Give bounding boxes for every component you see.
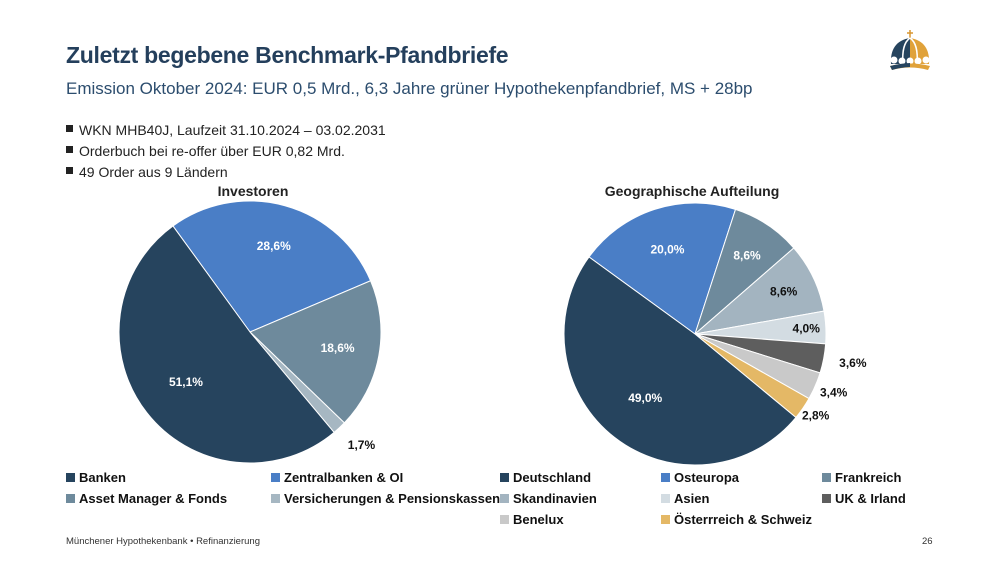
data-label: 1,7%: [348, 438, 376, 452]
legend-label: Deutschland: [513, 470, 592, 485]
bullet-square-icon: [66, 146, 73, 153]
legend-item: Skandinavien: [500, 491, 597, 506]
data-label: 8,6%: [733, 248, 761, 262]
data-label: 4,0%: [793, 321, 821, 335]
legend-label: Skandinavien: [513, 491, 597, 506]
pie-slice-deutschland: [563, 256, 797, 466]
footer-text: Münchener Hypothekenbank • Refinanzierun…: [66, 536, 260, 547]
legend-label: Zentralbanken & OI: [284, 470, 404, 485]
legend-label: Benelux: [513, 512, 564, 527]
bullet-item: Orderbuch bei re-offer über EUR 0,82 Mrd…: [66, 142, 386, 163]
legend-swatch: [500, 494, 509, 503]
data-label: 20,0%: [650, 242, 684, 256]
data-label: 49,0%: [628, 391, 662, 405]
bullet-square-icon: [66, 125, 73, 132]
data-label: 28,6%: [257, 239, 291, 253]
legend-item: Versicherungen & Pensionskassen: [271, 491, 500, 506]
bullet-text: 49 Order aus 9 Ländern: [79, 164, 228, 180]
page-number: 26: [922, 536, 933, 547]
data-label: 3,6%: [839, 356, 867, 370]
legend-item: UK & Irland: [822, 491, 906, 506]
legend-label: Österrreich & Schweiz: [674, 512, 812, 527]
legend-label: UK & Irland: [835, 491, 906, 506]
page-title: Zuletzt begebene Benchmark-Pfandbriefe: [66, 42, 509, 68]
pie-slice-zentralbanken-oi: [172, 200, 372, 333]
bullet-item: WKN MHB40J, Laufzeit 31.10.2024 – 03.02.…: [66, 121, 386, 142]
data-label: 51,1%: [169, 375, 203, 389]
data-label: 2,8%: [802, 409, 830, 423]
legend-item: Frankreich: [822, 470, 901, 485]
legend-label: Frankreich: [835, 470, 902, 485]
legend-swatch: [271, 473, 280, 482]
data-label: 3,4%: [820, 385, 848, 399]
legend-label: Osteuropa: [674, 470, 740, 485]
legend-swatch: [66, 494, 75, 503]
investors-chart-title: Investoren: [217, 183, 289, 199]
legend-item: Österrreich & Schweiz: [661, 512, 812, 527]
legend-item: Banken: [66, 470, 126, 485]
bullet-item: 49 Order aus 9 Ländern: [66, 163, 386, 184]
legend-item: Osteuropa: [661, 470, 739, 485]
geography-chart-title: Geographische Aufteilung: [604, 183, 780, 199]
legend-item: Zentralbanken & OI: [271, 470, 403, 485]
pie-slice-osteuropa: [588, 202, 737, 335]
legend-swatch: [271, 494, 280, 503]
bullet-list: WKN MHB40J, Laufzeit 31.10.2024 – 03.02.…: [66, 121, 386, 184]
bullet-text: Orderbuch bei re-offer über EUR 0,82 Mrd…: [79, 143, 345, 159]
legend-swatch: [500, 515, 509, 524]
legend-label: Versicherungen & Pensionskassen: [284, 491, 501, 506]
legend-swatch: [661, 494, 670, 503]
legend-swatch: [500, 473, 509, 482]
legend-item: Asset Manager & Fonds: [66, 491, 227, 506]
crown-logo-icon: [890, 30, 930, 70]
legend-label: Asien: [674, 491, 710, 506]
data-label: 8,6%: [770, 285, 798, 299]
legend-label: Asset Manager & Fonds: [79, 491, 228, 506]
legend-swatch: [822, 494, 831, 503]
bullet-text: WKN MHB40J, Laufzeit 31.10.2024 – 03.02.…: [79, 122, 386, 138]
data-label: 18,6%: [321, 341, 355, 355]
pie-slice-asset-manager-fonds: [249, 280, 382, 424]
pie-slice-banken: [118, 225, 335, 464]
legend-swatch: [66, 473, 75, 482]
legend-swatch: [822, 473, 831, 482]
bullet-square-icon: [66, 167, 73, 174]
legend-item: Asien: [661, 491, 709, 506]
legend-swatch: [661, 515, 670, 524]
legend-item: Deutschland: [500, 470, 591, 485]
legend-item: Benelux: [500, 512, 564, 527]
legend-label: Banken: [79, 470, 126, 485]
legend-swatch: [661, 473, 670, 482]
page-subtitle: Emission Oktober 2024: EUR 0,5 Mrd., 6,3…: [66, 79, 753, 98]
